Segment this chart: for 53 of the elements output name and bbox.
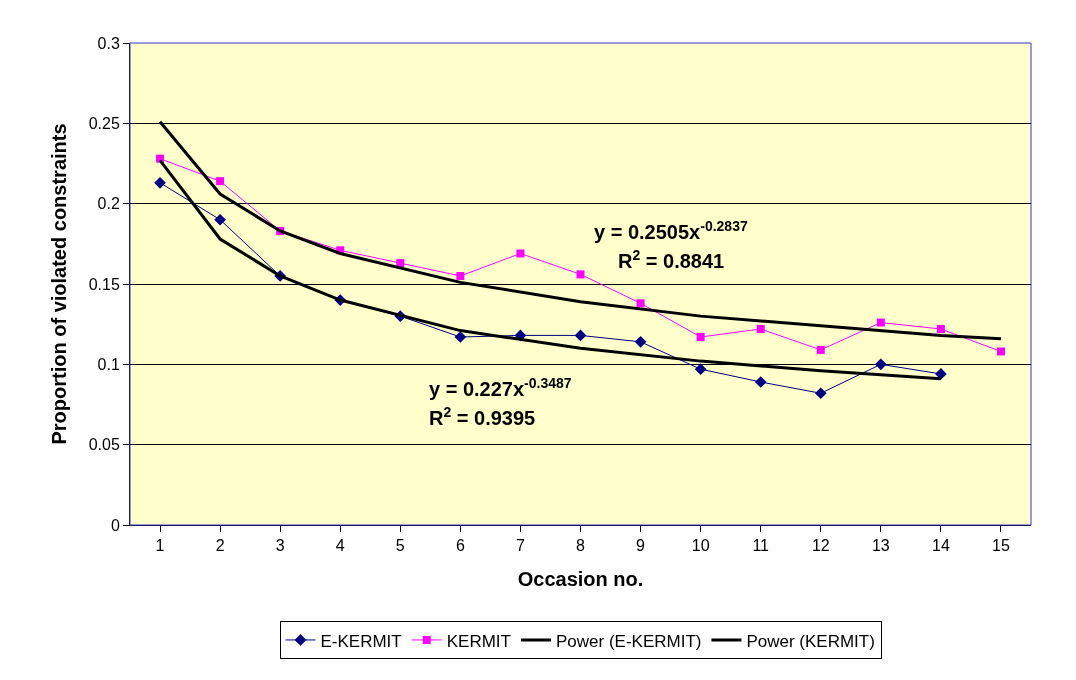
point	[214, 213, 226, 226]
x-tick-label: 11	[752, 537, 770, 555]
point	[216, 177, 225, 186]
legend-label: Power (KERMIT)	[746, 631, 875, 651]
point	[756, 324, 765, 333]
point	[576, 270, 585, 279]
x-tick-label: 7	[515, 537, 525, 555]
y-tick-label: 0.05	[88, 436, 120, 454]
point	[816, 345, 825, 354]
point	[456, 271, 465, 280]
x-tick-label: 3	[275, 537, 285, 555]
annotation: R$^{2}$ = 0.8841	[618, 247, 725, 273]
y-tick-label: 0.3	[97, 34, 120, 52]
x-tick-label: 2	[215, 537, 225, 555]
x-tick-label: 5	[395, 537, 405, 555]
point	[754, 376, 767, 388]
point	[636, 299, 645, 308]
point	[634, 335, 647, 348]
y-tick-label: 0.15	[88, 275, 120, 293]
point	[874, 358, 887, 371]
x-tick-label: 9	[636, 537, 646, 555]
y-tick-label: 0.1	[97, 355, 120, 373]
legend-label: KERMIT	[446, 631, 511, 651]
point	[936, 324, 945, 333]
x-tick-label: 14	[932, 537, 950, 555]
annotation: y = 0.227x$^{-0.3487}$	[429, 375, 572, 401]
point	[154, 176, 166, 189]
point	[516, 249, 525, 258]
x-tick-label: 10	[691, 537, 710, 555]
annotation: y = 0.2505x$^{-0.2837}$	[594, 218, 748, 244]
point	[876, 318, 885, 327]
point	[454, 331, 467, 343]
x-tick-label: 12	[811, 537, 830, 555]
y-tick-label: 0.2	[97, 195, 120, 213]
y-axis-title: Proportion of violated constraints	[48, 123, 71, 445]
x-tick-label: 1	[155, 537, 165, 555]
y-tick-label: 0	[110, 516, 120, 534]
x-tick-label: 13	[871, 537, 890, 555]
legend-label: Power (E-KERMIT)	[555, 631, 702, 651]
point	[814, 387, 827, 400]
point	[694, 363, 707, 375]
x-axis-title: Occasion no.	[517, 567, 644, 590]
point	[696, 333, 705, 342]
x-tick-label: 4	[335, 537, 345, 555]
point	[396, 259, 405, 268]
point	[996, 347, 1005, 356]
x-tick-label: 8	[576, 537, 586, 555]
x-tick-label: 15	[992, 537, 1010, 555]
legend-label: E-KERMIT	[320, 631, 402, 651]
y-tick-label: 0.25	[88, 114, 120, 132]
x-tick-label: 6	[455, 537, 465, 555]
annotation: R$^{2}$ = 0.9395	[429, 404, 536, 430]
point	[574, 329, 587, 342]
